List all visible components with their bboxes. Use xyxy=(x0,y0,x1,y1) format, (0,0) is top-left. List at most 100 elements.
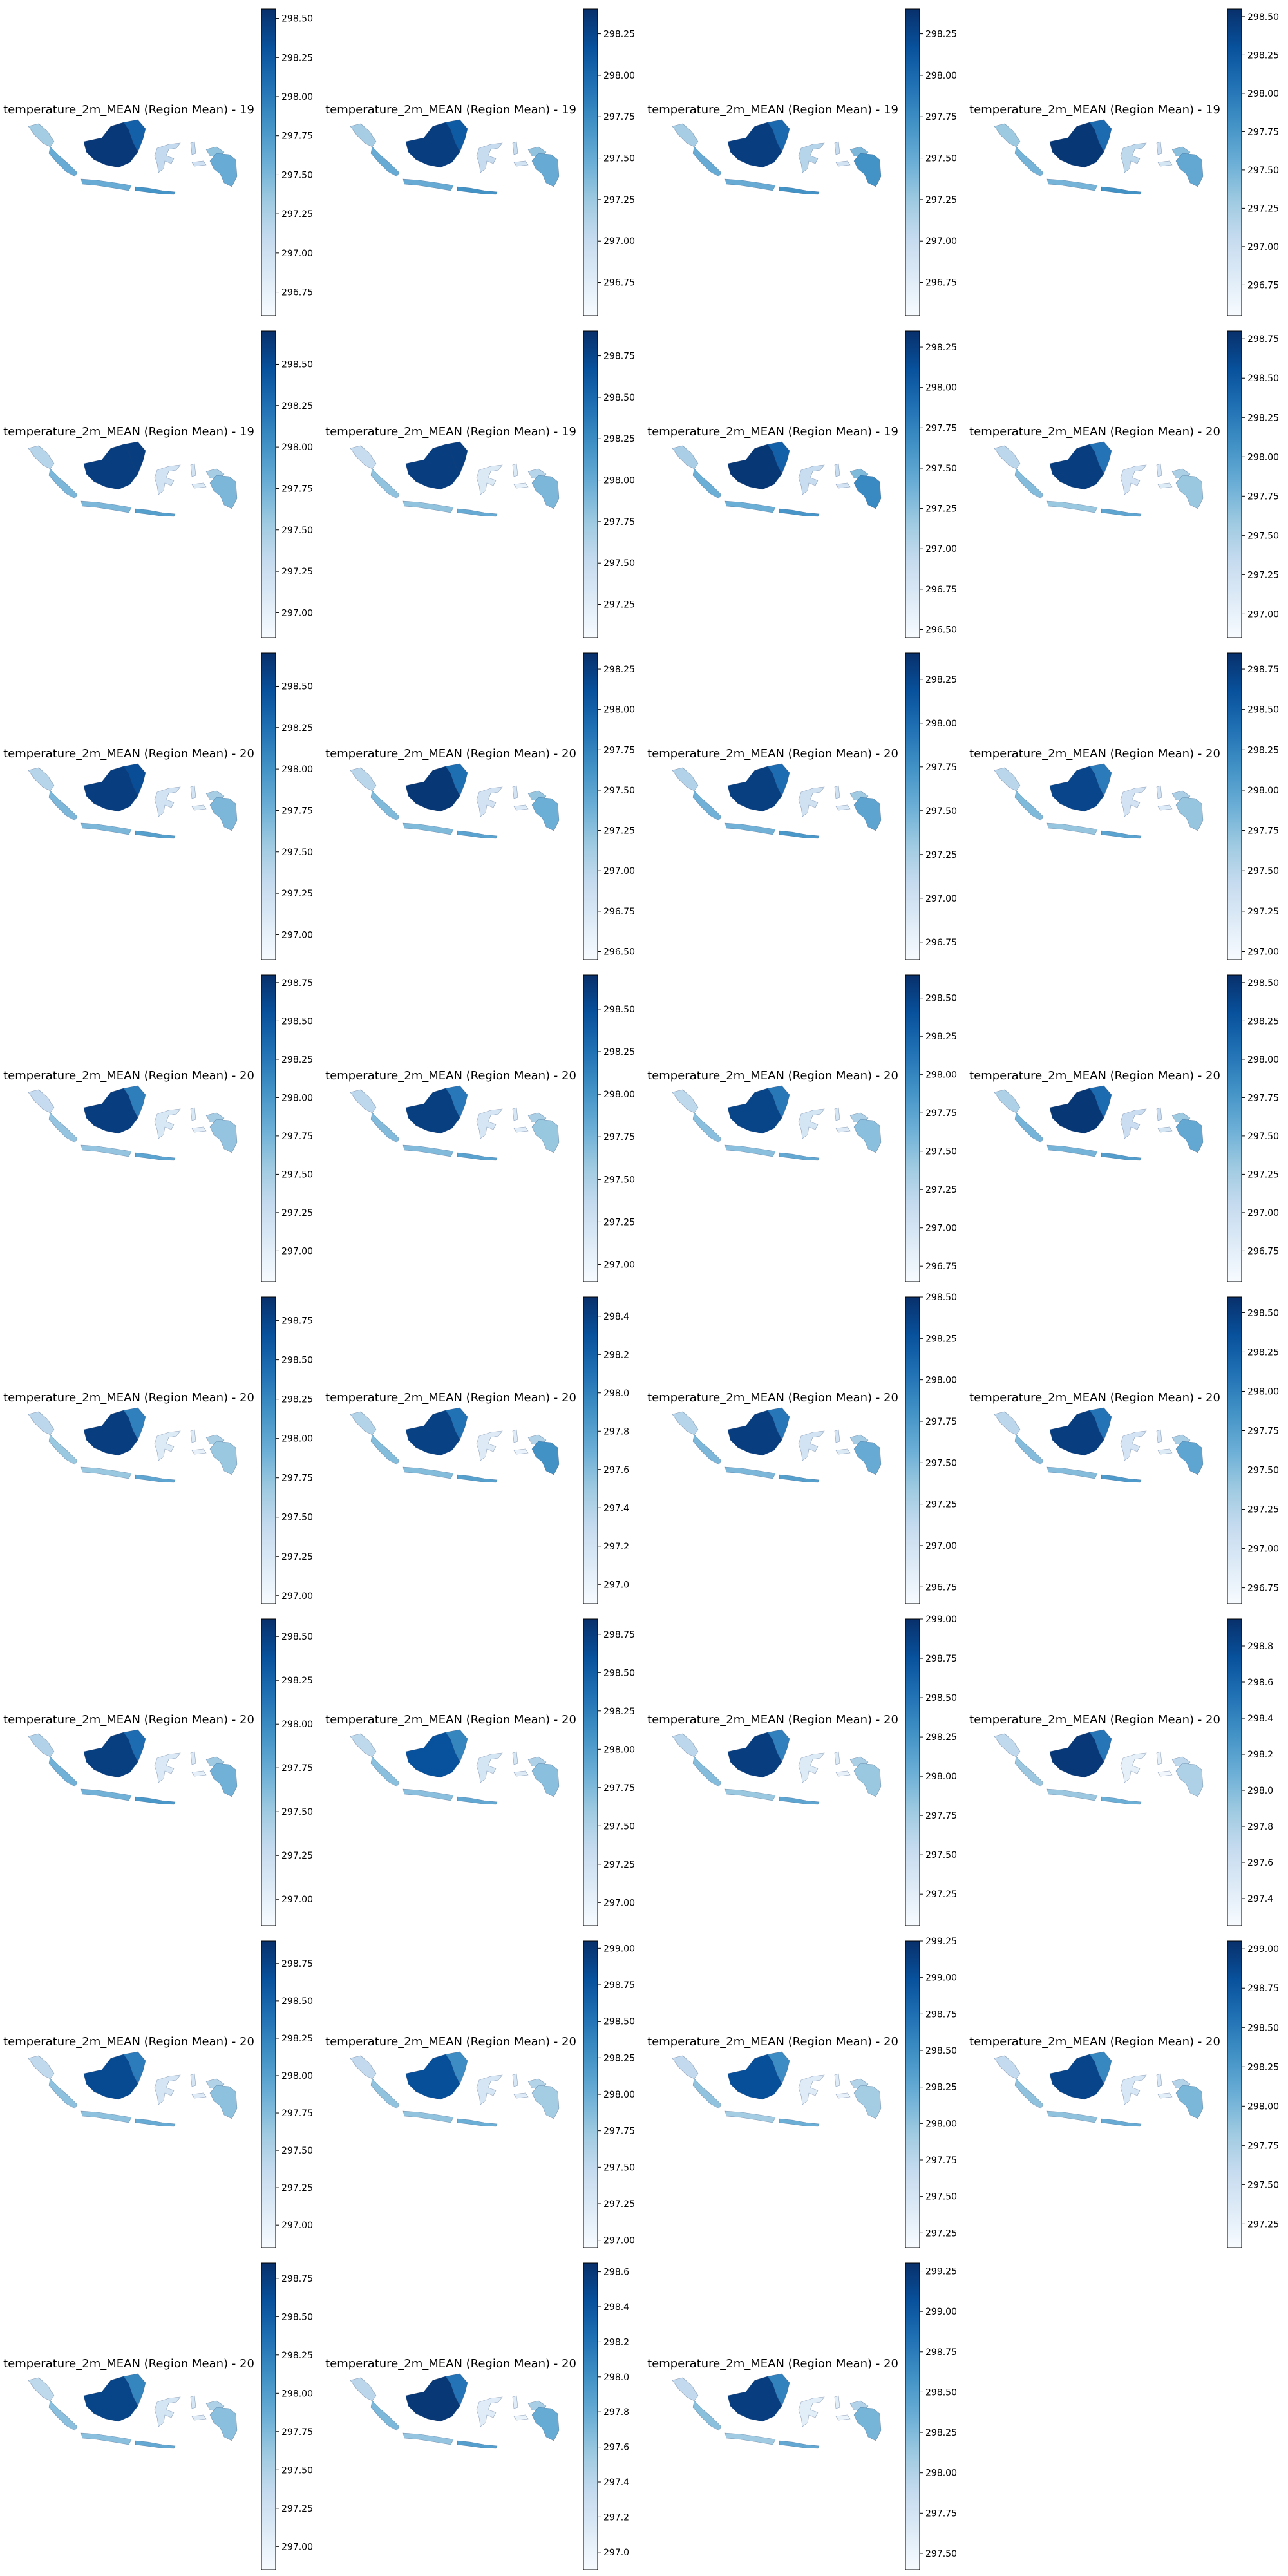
colorbar-tick-label: 298.00 xyxy=(1247,1055,1279,1065)
region-java xyxy=(402,2110,454,2123)
region-sulawesi xyxy=(798,1430,825,1461)
colorbar xyxy=(583,975,598,1282)
region-sulawesi xyxy=(476,1752,503,1783)
colorbar-tick-label: 297.25 xyxy=(1247,1170,1279,1180)
colorbar-tick-label: 297.75 xyxy=(281,806,313,816)
colorbar-tick-label: 297.00 xyxy=(603,236,635,247)
region-sumatra-south xyxy=(48,1756,78,1787)
colorbar-tick-label: 298.50 xyxy=(1247,2023,1279,2033)
colorbar-frame xyxy=(261,652,276,960)
region-papua xyxy=(209,2407,238,2441)
colorbar-tick-label: 297.8 xyxy=(603,1426,629,1437)
map xyxy=(994,763,1204,839)
region-bali-nusa xyxy=(135,2118,176,2127)
subplot-5: temperature_2m_MEAN (Region Mean) - 19 29… xyxy=(3,330,313,638)
region-java xyxy=(80,1788,132,1801)
colorbar-tick-label: 298.00 xyxy=(1247,89,1279,99)
map xyxy=(350,2051,560,2127)
subplot-title: temperature_2m_MEAN (Region Mean) - 19 xyxy=(325,103,576,117)
region-sumatra-south xyxy=(1014,1112,1044,1143)
colorbar-tick-label: 297.50 xyxy=(281,2146,313,2156)
region-bali-nusa xyxy=(779,1796,820,1805)
colorbar-tick-label: 298.00 xyxy=(925,71,957,81)
region-maluku xyxy=(191,1126,207,1133)
region-bali-nusa xyxy=(779,508,820,517)
colorbar-tick-label: 297.50 xyxy=(603,1821,635,1832)
subplot-12: temperature_2m_MEAN (Region Mean) - 20 29… xyxy=(969,652,1279,960)
region-sumatra-south xyxy=(370,1756,400,1787)
colorbar-tick-label: 298.25 xyxy=(281,1395,313,1405)
region-sumatra-north xyxy=(350,123,377,147)
colorbar xyxy=(1227,653,1242,960)
colorbar-tick-label: 297.75 xyxy=(281,2108,313,2119)
colorbar-tick-label: 296.75 xyxy=(603,907,635,917)
colorbar-tick-label: 297.25 xyxy=(603,1217,635,1227)
region-sumatra-south xyxy=(692,1112,722,1143)
map xyxy=(994,441,1204,517)
region-maluku-north xyxy=(190,1429,196,1443)
region-java xyxy=(1046,1788,1098,1801)
subplot-30: temperature_2m_MEAN (Region Mean) - 20 29… xyxy=(325,2262,629,2570)
colorbar-tick-label: 297.25 xyxy=(281,889,313,899)
region-sulawesi xyxy=(476,1108,503,1139)
colorbar-tick-label: 297.75 xyxy=(281,131,313,142)
colorbar-tick-label: 298.50 xyxy=(603,1005,635,1015)
colorbar xyxy=(905,1619,920,1926)
colorbar xyxy=(261,1941,276,2248)
colorbar-frame xyxy=(583,1618,598,1926)
colorbar-tick-label: 297.75 xyxy=(925,423,957,433)
colorbar-tick-label: 298.50 xyxy=(281,681,313,692)
region-sumatra-north xyxy=(994,1733,1021,1757)
colorbar-tick-label: 297.0 xyxy=(603,1580,629,1590)
colorbar-tick-label: 296.50 xyxy=(925,625,957,635)
colorbar-tick-label: 298.50 xyxy=(281,2312,313,2322)
map xyxy=(28,763,238,839)
subplot-24: temperature_2m_MEAN (Region Mean) - 20 29… xyxy=(969,1618,1273,1926)
region-papua xyxy=(209,153,238,187)
region-java xyxy=(80,1466,132,1479)
colorbar-tick-label: 297.4 xyxy=(603,1503,629,1513)
colorbar-tick-label: 298.25 xyxy=(1247,1347,1279,1358)
colorbar xyxy=(583,9,598,316)
colorbar-tick-label: 297.00 xyxy=(1247,947,1279,957)
region-sulawesi xyxy=(476,786,503,817)
colorbar-tick-label: 299.00 xyxy=(603,1944,635,1954)
subplot-title: temperature_2m_MEAN (Region Mean) - 20 xyxy=(3,2357,254,2371)
colorbar-tick-label: 297.50 xyxy=(1247,531,1279,541)
region-maluku xyxy=(513,482,529,489)
colorbar-tick-label: 298.25 xyxy=(603,1047,635,1057)
colorbar xyxy=(261,1297,276,1604)
region-kalimantan-east xyxy=(445,763,468,797)
subplot-title: temperature_2m_MEAN (Region Mean) - 20 xyxy=(647,2035,898,2049)
subplot-title: temperature_2m_MEAN (Region Mean) - 20 xyxy=(647,1713,898,1727)
region-papua xyxy=(531,2085,560,2119)
colorbar-tick-label: 297.50 xyxy=(1247,866,1279,876)
map xyxy=(994,2051,1204,2127)
colorbar-tick-label: 297.50 xyxy=(925,1458,957,1468)
region-kalimantan-east xyxy=(1089,441,1112,475)
region-maluku xyxy=(835,160,851,167)
colorbar-tick-label: 297.25 xyxy=(1247,1505,1279,1515)
colorbar-tick-label: 298.25 xyxy=(925,1334,957,1344)
region-sumatra-south xyxy=(692,2400,722,2431)
colorbar-tick-label: 297.75 xyxy=(281,1473,313,1484)
colorbar-tick-label: 299.00 xyxy=(1247,1944,1279,1955)
region-java xyxy=(80,822,132,835)
region-papua xyxy=(1175,797,1204,831)
subplot-title: temperature_2m_MEAN (Region Mean) - 20 xyxy=(325,2357,576,2371)
colorbar-tick-label: 298.00 xyxy=(925,2119,957,2129)
region-maluku-north xyxy=(190,2395,196,2409)
colorbar-tick-label: 297.75 xyxy=(1247,826,1279,837)
colorbar-tick-label: 298.25 xyxy=(281,53,313,63)
colorbar-tick-label: 297.50 xyxy=(281,1170,313,1180)
colorbar-tick-label: 297.75 xyxy=(281,484,313,494)
region-kalimantan-east xyxy=(445,119,468,153)
region-bali-nusa xyxy=(457,1474,498,1483)
region-sumatra-north xyxy=(994,2055,1021,2079)
map xyxy=(350,1729,560,1805)
region-bali-nusa xyxy=(135,1474,176,1483)
region-kalimantan-east xyxy=(767,1085,790,1119)
colorbar-tick-label: 297.75 xyxy=(925,1417,957,1427)
colorbar-tick-label: 298.0 xyxy=(603,2372,629,2383)
colorbar-tick-label: 297.00 xyxy=(925,894,957,904)
